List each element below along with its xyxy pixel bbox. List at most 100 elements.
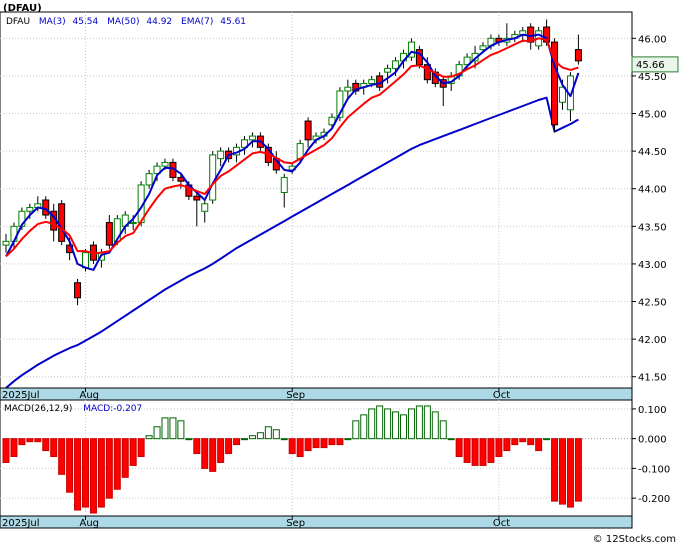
macd-x-label: Aug (80, 518, 100, 529)
legend-ma50: MA(50) (107, 17, 139, 27)
candle-body-up (407, 41, 415, 58)
macd-bar-positive (439, 420, 447, 440)
macd-bar-positive (256, 432, 264, 440)
ma3-line (5, 33, 580, 271)
macd-bar-negative (89, 438, 97, 514)
candle (407, 38, 415, 61)
ma3-layer (5, 33, 580, 271)
macd-bar-negative (328, 438, 336, 446)
candle-body-up (463, 56, 471, 66)
macd-title: MACD(26,12,9) (4, 404, 72, 414)
price-y-tick-label: 41.50 (638, 373, 667, 384)
macd-bar-positive (423, 405, 431, 440)
candle-body-up (559, 86, 566, 103)
candle-body-up (280, 176, 288, 193)
macd-x-label: Sep (286, 518, 305, 529)
price-x-label: Sep (286, 390, 305, 401)
macd-bar-positive (185, 438, 193, 441)
macd-bar-negative (487, 438, 495, 463)
macd-bar-negative (296, 438, 304, 458)
watermark: © 12Stocks.com (593, 534, 676, 545)
macd-bar-negative (105, 438, 113, 499)
candle-body-up (344, 86, 352, 92)
candle-body-up (368, 79, 376, 84)
macd-bar-negative (503, 438, 511, 452)
candle-body-up (201, 203, 209, 212)
candle (105, 215, 113, 249)
candle (74, 278, 82, 306)
macd-y-tick-label: -0.200 (638, 494, 670, 505)
ma50-layer (5, 96, 579, 389)
price-y-tick-label: 45.00 (638, 110, 667, 121)
macd-bar-negative (455, 438, 463, 458)
macd-bar-negative (471, 438, 479, 466)
candle-body-down (423, 64, 431, 81)
price-x-label: 2025Jul (2, 390, 40, 401)
macd-bar-negative (217, 438, 225, 463)
macd-bar-negative (121, 438, 129, 478)
macd-y-tick-label: 0.100 (638, 405, 667, 416)
macd-bar-negative (209, 438, 217, 472)
macd-bar-negative (312, 438, 320, 449)
macd-bar-negative (511, 438, 519, 446)
candle (574, 34, 582, 65)
candle-body-down (42, 199, 50, 216)
macd-bar-positive (272, 429, 280, 440)
candle (193, 192, 201, 227)
candle (42, 196, 50, 219)
macd-bar-positive (415, 405, 423, 440)
macd-bar-positive (352, 420, 360, 440)
macd-bar-negative (2, 438, 10, 463)
legend-ema7: EMA(7) (181, 17, 213, 27)
candle-body-down (58, 203, 66, 242)
candle-body-down (574, 49, 582, 62)
last-price-label: 45.66 (636, 60, 665, 71)
macd-bar-positive (248, 435, 256, 440)
candle-body-up (113, 218, 121, 242)
macd-bar-positive (264, 426, 272, 440)
candle (2, 233, 10, 253)
macd-bar-negative (58, 438, 66, 475)
macd-bar-positive (447, 438, 455, 441)
candle-body-up (161, 161, 169, 167)
price-panel-frame (0, 11, 633, 389)
svg-text:MACD(26,12,9) MACD:-0.20: MACD(26,12,9) MACD:-0.207 (4, 404, 142, 414)
macd-bar-positive (177, 420, 185, 440)
candle-body-up (241, 139, 248, 148)
macd-panel-frame (0, 399, 633, 517)
macd-bar-positive (280, 438, 288, 441)
candle (384, 64, 392, 84)
macd-bar-negative (82, 438, 89, 508)
candle-body-up (479, 45, 487, 51)
macd-bar-negative (18, 438, 26, 446)
macd-bar-negative (97, 438, 105, 508)
macd-bar-negative (137, 438, 145, 458)
macd-bar-negative (66, 438, 74, 493)
candle (153, 162, 161, 182)
macd-bar-negative (320, 438, 328, 449)
candle (58, 200, 66, 246)
macd-bar-negative (42, 438, 50, 452)
macd-bar-positive (384, 408, 392, 440)
candle (344, 79, 352, 99)
macd-bar-negative (10, 438, 18, 458)
macd-bar-negative (193, 438, 201, 455)
macd-bar-positive (368, 408, 376, 440)
macd-bar-positive (169, 417, 177, 440)
macd-bar-positive (145, 435, 153, 440)
macd-bar-positive (241, 438, 248, 441)
macd-bar-negative (495, 438, 503, 458)
macd-value-label: MACD:-0.207 (83, 404, 142, 414)
candle (241, 136, 248, 155)
candle-body-up (26, 207, 34, 212)
ma50-line (5, 96, 579, 389)
candle-body-up (384, 67, 392, 73)
candle-body-up (392, 60, 400, 69)
price-y-tick-label: 45.50 (638, 72, 667, 83)
candle (209, 151, 217, 204)
ema7-layer (5, 37, 579, 258)
candle-body-up (82, 252, 89, 269)
macd-x-label: Oct (493, 518, 510, 529)
legend-ma3: MA(3) (39, 17, 66, 27)
macd-bar-negative (566, 438, 574, 508)
